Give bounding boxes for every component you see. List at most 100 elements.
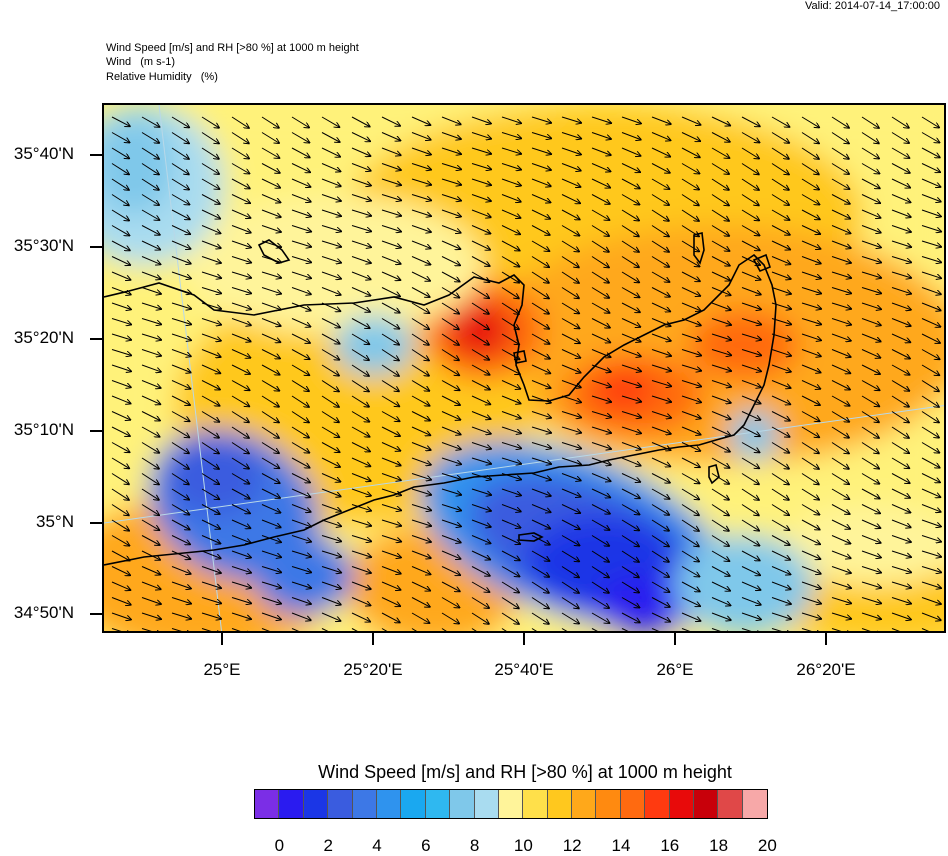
lon-tick [523,633,525,645]
wind-arrow [171,209,190,219]
wind-arrow [801,566,821,574]
wind-arrow [561,287,579,299]
wind-arrow [141,256,160,265]
wind-arrow [171,194,189,205]
wind-arrow [321,426,339,437]
wind-arrow [591,318,610,328]
wind-arrow [531,395,551,403]
wind-arrow [381,628,388,631]
wind-arrow [231,178,250,188]
wind-arrow [801,209,820,219]
wind-arrow [291,395,309,407]
wind-arrow [381,364,399,376]
wind-arrow [171,473,189,485]
wind-arrow [351,209,371,216]
wind-arrow [831,194,850,204]
wind-arrow [831,209,850,219]
wind-arrow [201,116,219,128]
wind-arrow [711,132,730,142]
wind-arrow [141,488,159,500]
wind-arrow [711,473,729,484]
colorbar-swatch [498,790,524,818]
wind-arrow [111,302,131,309]
wind-arrow [111,442,130,453]
wind-arrow [921,473,940,483]
wind-arrow [351,240,371,247]
wind-vectors [111,116,941,631]
wind-arrow [231,566,251,573]
wind-arrow [531,178,551,186]
wind-arrow [381,256,401,264]
colorbar-label: 16 [660,836,680,855]
wind-arrow [891,395,909,407]
wind-arrow [471,271,489,282]
wind-arrow [141,612,161,619]
wind-arrow [291,271,311,278]
wind-arrow [201,473,219,485]
wind-arrow [741,318,761,325]
wind-arrow [861,178,880,188]
wind-arrow [171,380,190,389]
wind-arrow [771,628,791,631]
wind-arrow [411,302,429,313]
wind-arrow [351,442,370,452]
wind-arrow [111,581,130,590]
wind-arrow [711,581,730,591]
wind-arrow [351,488,371,496]
wind-arrow [141,597,161,605]
wind-arrow [861,597,881,604]
wind-arrow [171,256,191,264]
wind-arrow [471,132,491,139]
wind-arrow [201,364,220,373]
wind-arrow [921,318,940,327]
wind-arrow [591,550,609,562]
colorbar-swatch [376,790,402,818]
wind-arrow [891,132,909,144]
lat-tick [90,154,102,156]
wind-arrow [531,271,549,283]
wind-arrow [741,163,759,175]
header-rh: Relative Humidity (%) [106,71,218,83]
wind-arrow [411,287,430,298]
wind-arrow [231,271,251,278]
wind-arrow [111,504,129,516]
wind-arrow [651,302,670,311]
wind-arrow [801,395,820,405]
wind-arrow [261,271,281,278]
wind-arrow [741,426,760,436]
wind-arrow [711,225,729,236]
wind-arrow [141,504,159,516]
wind-arrow [381,473,401,481]
wind-arrow [231,380,250,391]
wind-arrow [501,271,519,283]
wind-arrow [321,349,339,360]
wind-arrow [711,364,731,371]
wind-arrow [621,550,639,562]
wind-arrow [861,349,880,358]
wind-arrow [231,535,251,543]
wind-arrow [801,519,820,530]
wind-arrow [801,271,821,278]
wind-arrow [531,457,551,464]
wind-arrow [381,194,401,201]
wind-arrow [171,442,189,454]
wind-arrow [141,457,159,469]
wind-arrow [201,612,221,619]
wind-arrow [471,178,491,185]
wind-arrow [441,504,461,511]
wind-arrow [531,333,549,344]
wind-arrow [531,628,537,631]
wind-arrow [171,581,191,589]
wind-arrow [141,163,159,175]
wind-arrow [831,147,849,159]
wind-arrow [321,271,341,279]
wind-arrow [591,302,609,313]
wind-arrow [231,473,249,484]
wind-arrow [261,426,279,438]
wind-arrow [591,473,611,482]
wind-arrow [651,178,669,189]
wind-arrow [891,287,911,294]
wind-arrow [921,132,939,143]
wind-arrow [711,194,729,206]
wind-arrow [261,209,281,217]
